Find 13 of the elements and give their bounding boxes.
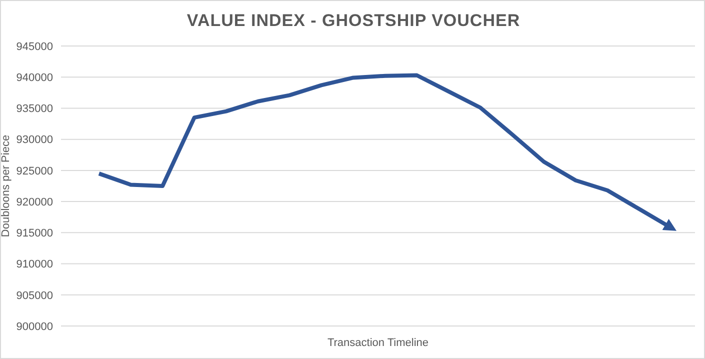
y-tick-label: 945000 xyxy=(16,40,53,53)
y-axis-title: Doubloons per Piece xyxy=(0,134,12,238)
y-tick-label: 900000 xyxy=(16,320,53,333)
y-tick-label: 915000 xyxy=(16,228,53,240)
y-tick-label: 925000 xyxy=(16,165,53,178)
y-tick-label: 905000 xyxy=(16,290,53,302)
x-axis-title: Transaction Timeline xyxy=(327,337,429,349)
y-tick-label: 920000 xyxy=(16,196,53,208)
chart-title: VALUE INDEX - GHOSTSHIP VOUCHER xyxy=(186,11,522,31)
y-tick-label: 910000 xyxy=(16,258,53,271)
y-tick-label: 935000 xyxy=(16,103,53,116)
y-tick-label: 930000 xyxy=(16,134,53,146)
y-tick-label: 940000 xyxy=(16,72,53,84)
